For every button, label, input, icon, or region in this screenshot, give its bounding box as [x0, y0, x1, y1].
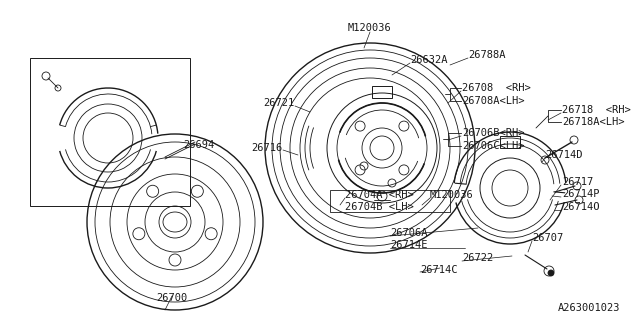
Text: 26718A<LH>: 26718A<LH> [562, 117, 625, 127]
Circle shape [548, 270, 554, 276]
Text: 26716: 26716 [252, 143, 283, 153]
Text: 26714C: 26714C [420, 265, 458, 275]
Text: 26714O: 26714O [562, 202, 600, 212]
Text: A263001023: A263001023 [557, 303, 620, 313]
Text: 26714P: 26714P [562, 189, 600, 199]
Text: M120036: M120036 [348, 23, 392, 33]
Bar [372, 86, 392, 98]
Text: 26632A: 26632A [410, 55, 447, 65]
Text: 26708A<LH>: 26708A<LH> [462, 96, 525, 106]
Text: 26700: 26700 [156, 293, 188, 303]
Text: 26714D: 26714D [545, 150, 582, 160]
Text: 26714E: 26714E [390, 240, 428, 250]
Text: 26706B<RH>: 26706B<RH> [462, 128, 525, 138]
Text: 26694: 26694 [183, 140, 214, 150]
Text: 26717: 26717 [562, 177, 593, 187]
Text: 26721: 26721 [264, 98, 295, 108]
Text: 26788A: 26788A [468, 50, 506, 60]
Text: 26722: 26722 [462, 253, 493, 263]
Text: 26704B <LH>: 26704B <LH> [345, 202, 413, 212]
Text: 26718  <RH>: 26718 <RH> [562, 105, 631, 115]
Text: 26706A: 26706A [390, 228, 428, 238]
Bar [330, 190, 450, 212]
Text: 26707: 26707 [532, 233, 563, 243]
Text: 26704A <RH>: 26704A <RH> [345, 190, 413, 200]
Bar [30, 58, 190, 206]
Text: 26706C<LH>: 26706C<LH> [462, 141, 525, 151]
Bar [500, 136, 520, 148]
Text: 26708  <RH>: 26708 <RH> [462, 83, 531, 93]
Text: M120036: M120036 [430, 190, 474, 200]
